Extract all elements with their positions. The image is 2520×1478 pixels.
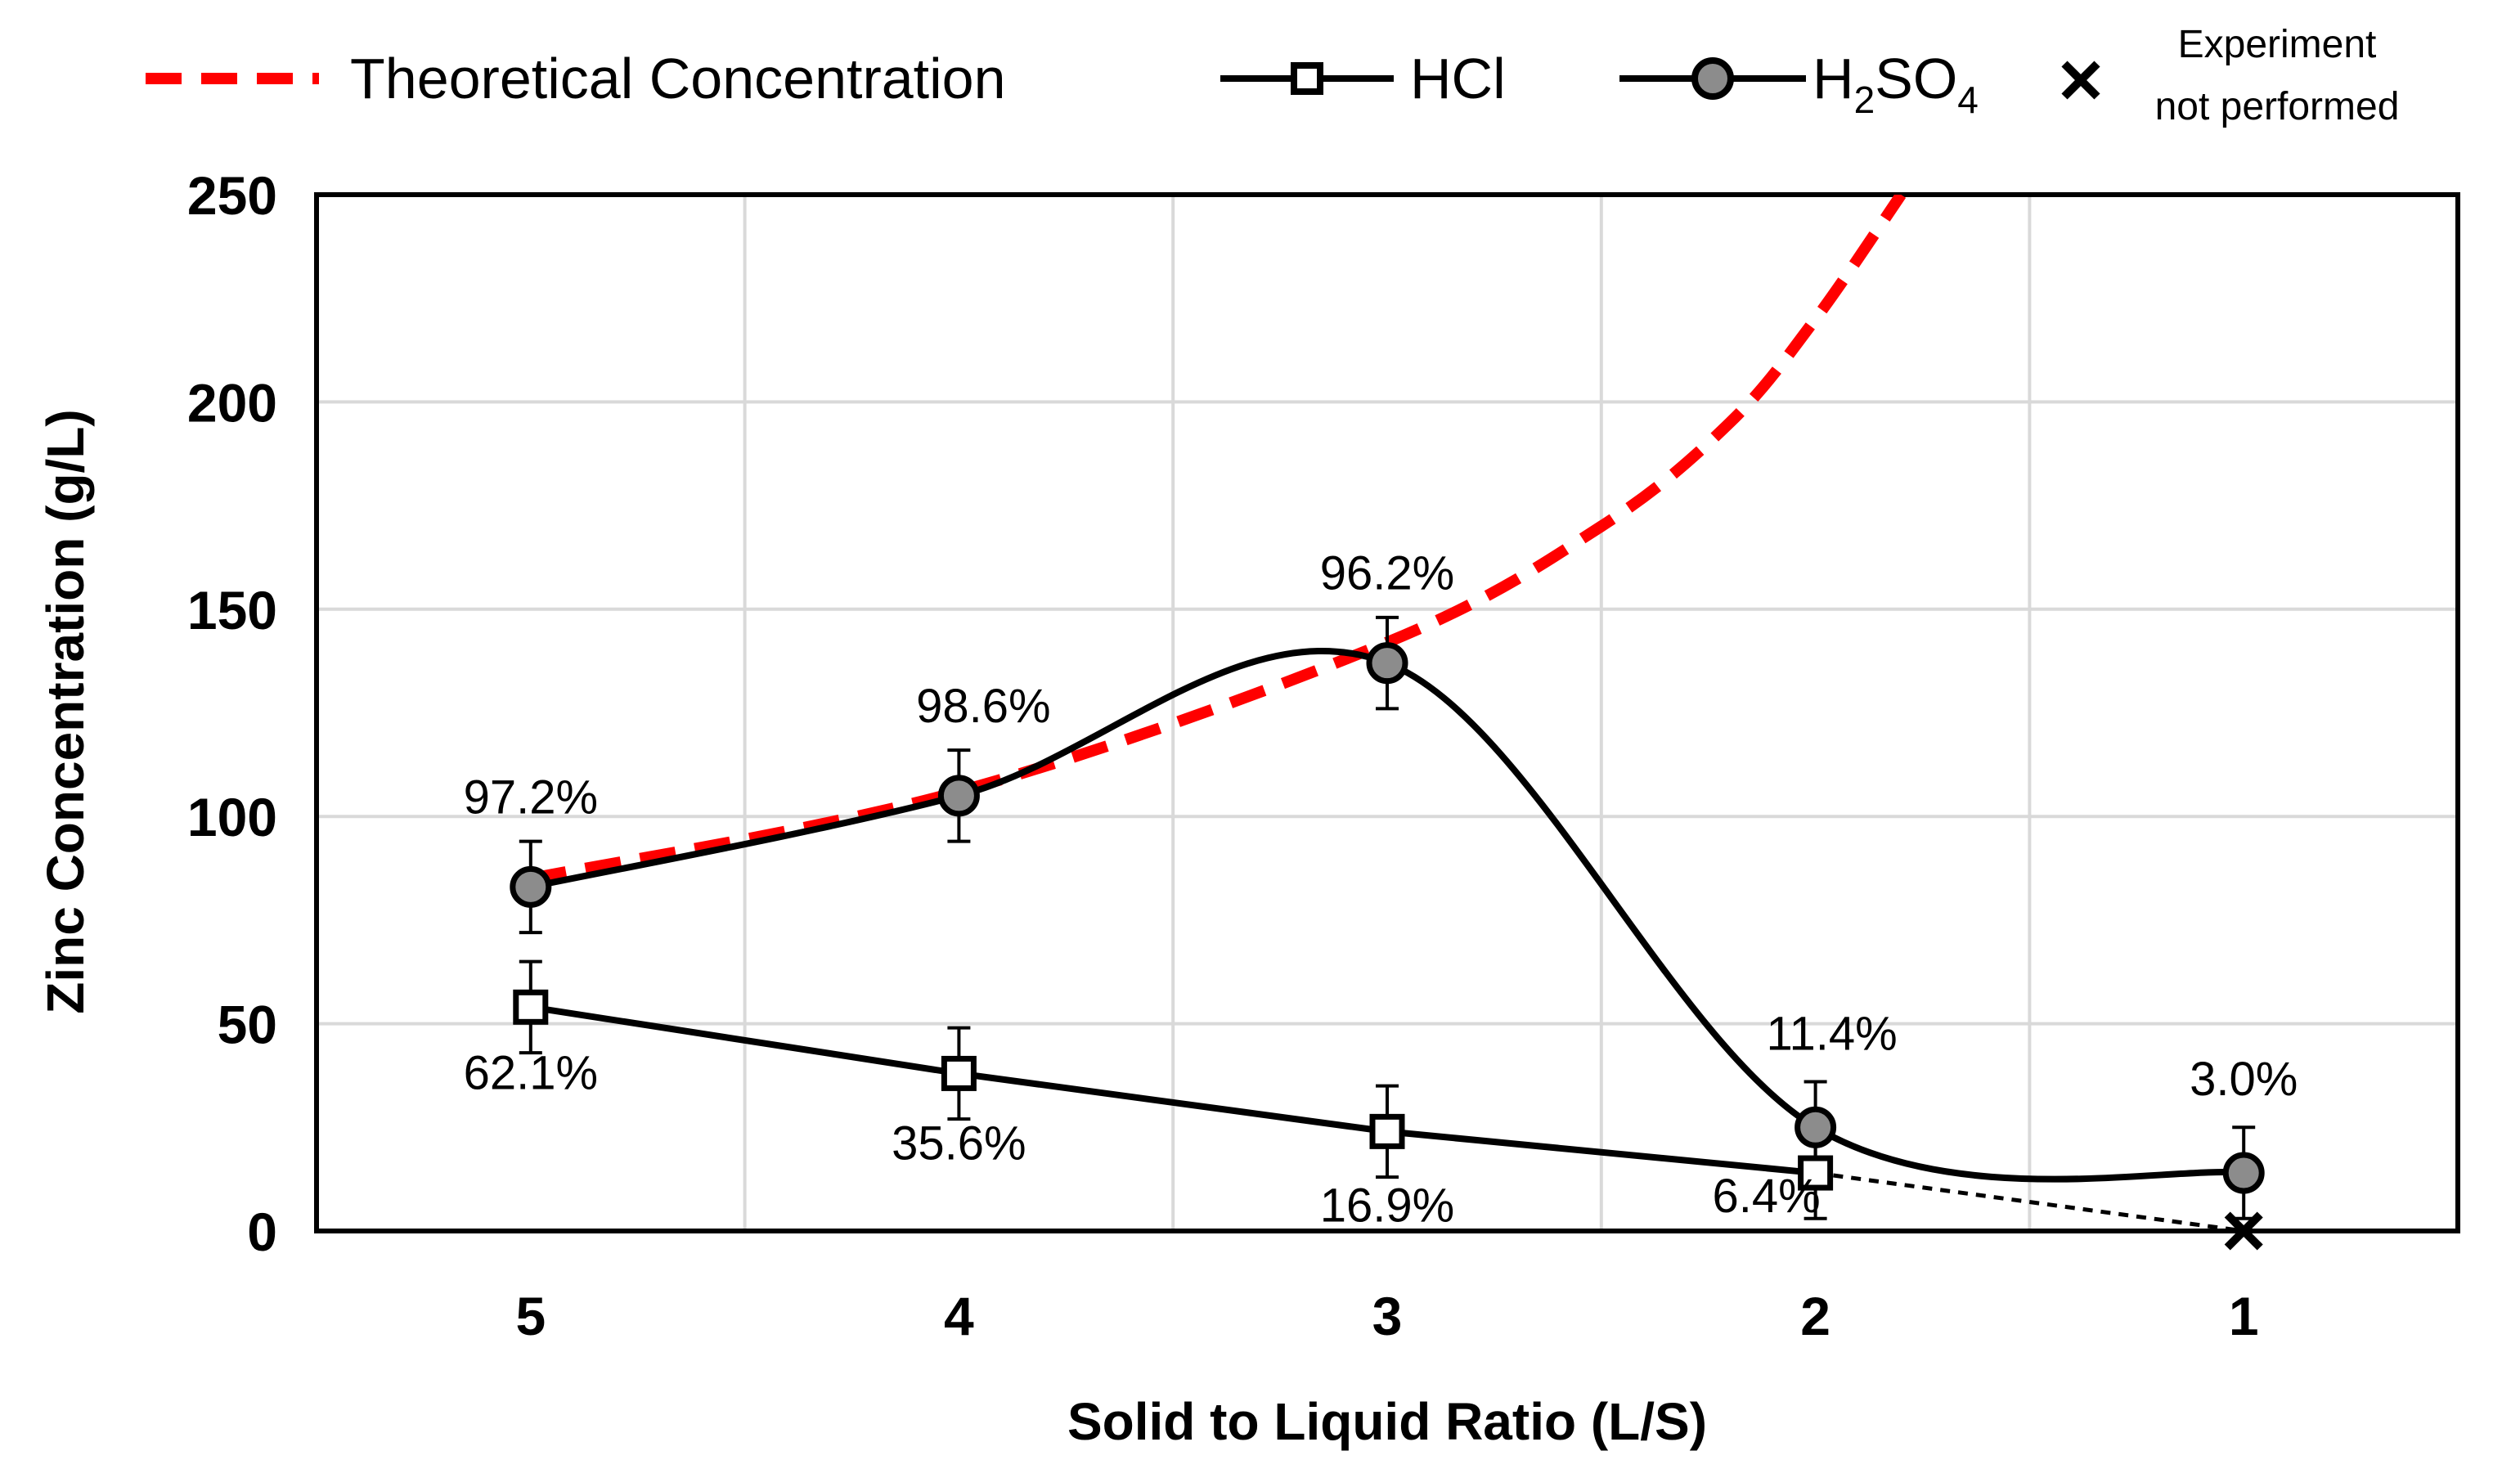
hcl-data-label: 16.9% [1320, 1179, 1454, 1232]
y-tick-label: 250 [187, 165, 277, 226]
x-tick-label: 3 [1372, 1286, 1403, 1346]
legend-h2so4-swatch-marker [1691, 57, 1734, 100]
hcl-data-label: 35.6% [892, 1116, 1026, 1170]
y-axis-title: Zinc Concentration (g/L) [36, 409, 95, 1014]
hcl-dashed-extension [1815, 1170, 2244, 1233]
not-performed-x-marker [2224, 1211, 2263, 1251]
x-tick-label: 5 [515, 1286, 546, 1346]
y-axis-ticks: 0 50 100 150 200 250 [187, 165, 277, 1262]
legend: Theoretical Concentration HCl H2SO4 Expe… [146, 23, 2399, 128]
series-layer [510, 195, 2265, 1251]
grid [317, 195, 2458, 1231]
h2so4-point [1366, 642, 1408, 685]
x-axis-title: Solid to Liquid Ratio (L/S) [1067, 1392, 1707, 1451]
x-axis-ticks: 5 4 3 2 1 [515, 1286, 2258, 1346]
legend-theoretical-label: Theoretical Concentration [350, 47, 1006, 110]
legend-not-performed-line2: not performed [2155, 85, 2400, 128]
y-tick-label: 0 [247, 1202, 277, 1262]
x-tick-label: 1 [2229, 1286, 2259, 1346]
h2so4-point [2222, 1152, 2265, 1194]
hcl-data-label: 6.4% [1712, 1170, 1820, 1223]
h2so4-point [937, 775, 980, 817]
h2so4-data-label: 11.4% [1767, 1007, 1898, 1060]
plot-area-frame [314, 192, 2460, 1233]
h2so4-data-label: 3.0% [2190, 1053, 2298, 1106]
hcl-point [513, 989, 549, 1025]
hcl-line [530, 1004, 1816, 1177]
h2so4-data-label: 98.6% [916, 680, 1050, 733]
data-labels: 97.2% 98.6% 96.2% 11.4% 3.0% 62.1% 35.6% 16.9% 6… [464, 547, 2298, 1233]
hcl-point [941, 1055, 977, 1091]
theoretical-curve [529, 195, 1907, 885]
legend-hcl-swatch-marker [1291, 62, 1323, 95]
legend-h2so4-label: H2SO4 [1813, 47, 1979, 121]
legend-not-performed-line1: Experiment [2178, 23, 2377, 66]
hcl-point [1369, 1113, 1405, 1149]
y-tick-label: 50 [218, 995, 277, 1055]
h2so4-point [1795, 1106, 1837, 1148]
h2so4-data-label: 97.2% [464, 770, 598, 824]
legend-not-performed-x-icon [2061, 61, 2100, 100]
x-tick-label: 4 [944, 1286, 974, 1346]
y-tick-label: 150 [187, 580, 277, 640]
h2so4-data-label: 96.2% [1320, 547, 1454, 600]
y-tick-label: 100 [187, 787, 277, 847]
legend-hcl-label: HCl [1410, 47, 1506, 110]
y-tick-label: 200 [187, 372, 277, 433]
hcl-point [1798, 1155, 1834, 1191]
x-tick-label: 2 [1800, 1286, 1830, 1346]
hcl-data-label: 62.1% [464, 1046, 598, 1099]
h2so4-point [510, 865, 552, 908]
